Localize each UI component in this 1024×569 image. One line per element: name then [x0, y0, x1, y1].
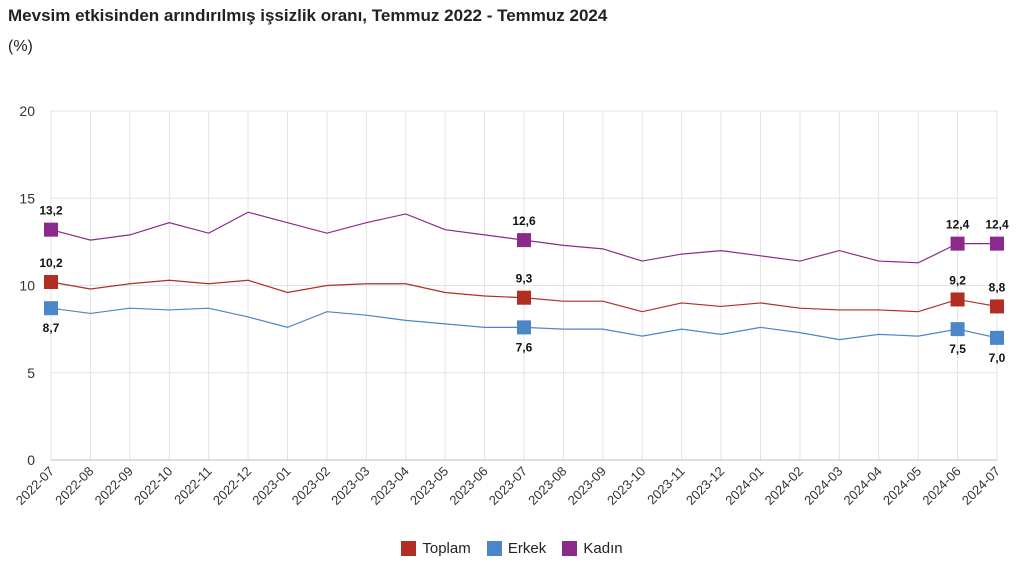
x-tick-label: 2023-03 [328, 464, 372, 508]
y-tick-label: 10 [19, 278, 35, 294]
data-label-toplam: 10,2 [39, 256, 63, 270]
legend-item-erkek[interactable]: Erkek [486, 540, 547, 557]
data-point-toplam [950, 292, 965, 307]
data-label-erkek: 8,7 [43, 321, 60, 335]
x-tick-label: 2023-11 [644, 464, 688, 508]
legend-label-kadin: Kadın [583, 540, 623, 557]
unit-label: (%) [8, 38, 33, 55]
data-point-erkek [44, 301, 58, 316]
chart-title: Mevsim etkisinden arındırılmış işsizlik … [8, 6, 608, 25]
x-tick-label: 2024-04 [841, 464, 885, 508]
data-point-kadın [950, 236, 965, 251]
legend-swatch-kadin [562, 541, 578, 556]
data-label-kadın: 12,6 [512, 214, 536, 228]
legend-label-erkek: Erkek [507, 540, 547, 557]
data-label-kadın: 13,2 [39, 204, 63, 218]
data-point-toplam [44, 275, 58, 290]
y-tick-label: 15 [19, 190, 35, 206]
legend-item-toplam[interactable]: Toplam [401, 540, 471, 557]
data-label-toplam: 9,3 [516, 272, 533, 286]
x-tick-label: 2022-12 [210, 464, 254, 508]
x-tick-label: 2024-07 [959, 464, 1003, 508]
legend-swatch-erkek [486, 541, 502, 556]
data-point-erkek [517, 320, 531, 335]
data-point-toplam [990, 299, 1004, 314]
y-tick-label: 20 [19, 103, 35, 119]
x-tick-label: 2023-05 [407, 464, 451, 508]
data-label-kadın: 12,4 [946, 218, 970, 232]
x-tick-label: 2024-01 [722, 464, 766, 508]
x-tick-label: 2023-10 [604, 464, 648, 508]
x-tick-label: 2024-06 [919, 464, 963, 508]
x-tick-label: 2023-12 [683, 464, 727, 508]
x-tick-label: 2023-06 [446, 464, 490, 508]
x-tick-label: 2023-07 [486, 464, 530, 508]
data-point-kadın [517, 233, 531, 248]
legend-swatch-toplam [401, 541, 417, 556]
legend-item-kadin[interactable]: Kadın [562, 540, 623, 557]
data-label-kadın: 12,4 [985, 218, 1009, 232]
legend: Toplam Erkek Kadın [0, 540, 1024, 560]
x-tick-label: 2024-03 [801, 464, 845, 508]
x-tick-label: 2022-10 [131, 464, 175, 508]
x-tick-label: 2022-09 [92, 464, 136, 508]
x-tick-label: 2022-07 [13, 464, 57, 508]
x-tick-label: 2023-02 [289, 464, 333, 508]
x-tick-label: 2022-08 [52, 464, 96, 508]
x-tick-label: 2023-08 [525, 464, 569, 508]
data-label-erkek: 7,0 [989, 351, 1006, 365]
line-chart: 051015202022-072022-082022-092022-102022… [13, 103, 1009, 508]
data-point-toplam [517, 290, 531, 305]
data-label-toplam: 9,2 [949, 273, 966, 287]
data-label-erkek: 7,5 [949, 342, 966, 356]
y-tick-label: 5 [27, 365, 35, 381]
data-point-erkek [950, 322, 965, 337]
data-point-kadın [990, 236, 1004, 251]
x-tick-label: 2023-04 [368, 464, 412, 508]
x-tick-label: 2023-09 [565, 464, 609, 508]
y-tick-label: 0 [27, 452, 35, 468]
data-point-erkek [990, 330, 1004, 345]
data-label-toplam: 8,8 [989, 280, 1006, 294]
x-tick-label: 2024-02 [762, 464, 806, 508]
x-tick-label: 2022-11 [171, 464, 215, 508]
data-point-kadın [44, 222, 58, 237]
legend-label-toplam: Toplam [422, 540, 471, 557]
data-label-erkek: 7,6 [516, 340, 533, 354]
x-tick-label: 2023-01 [249, 464, 293, 508]
x-tick-label: 2024-05 [880, 464, 924, 508]
